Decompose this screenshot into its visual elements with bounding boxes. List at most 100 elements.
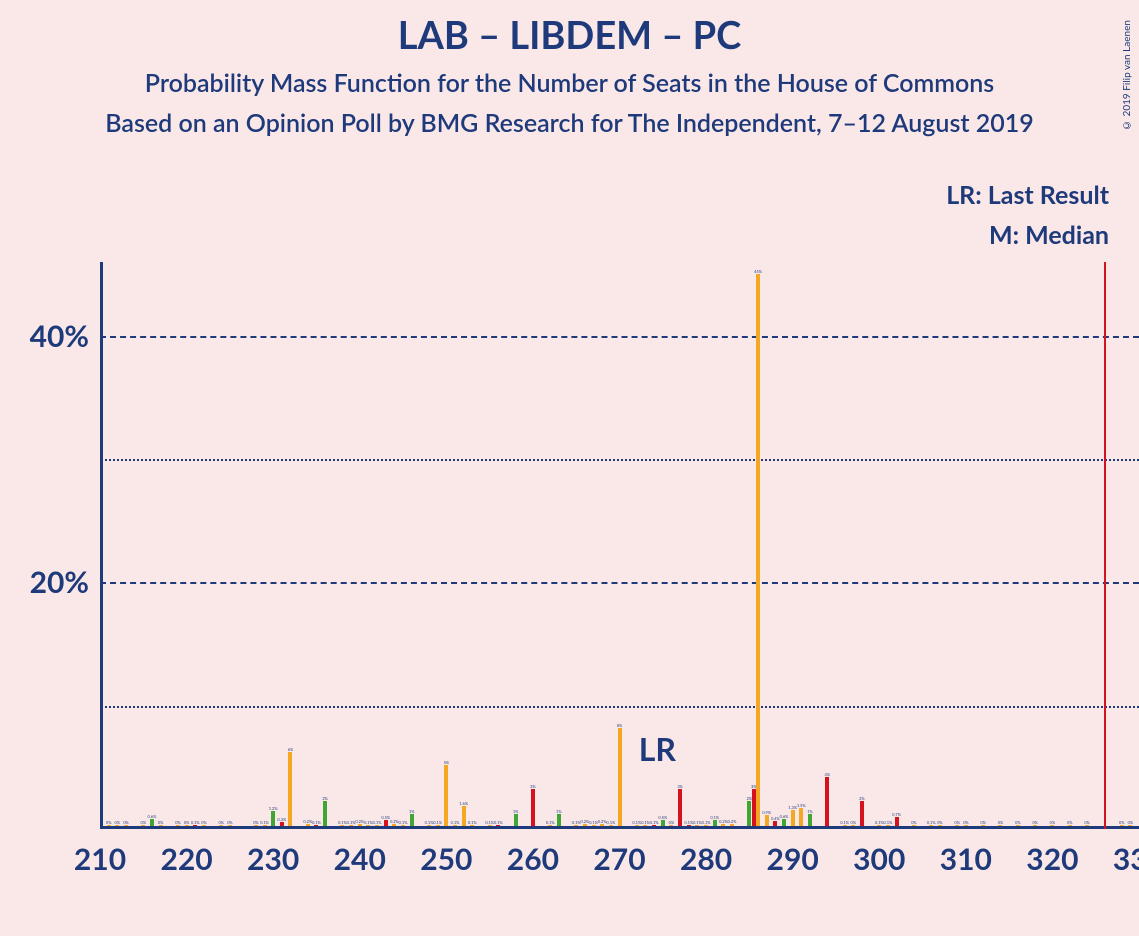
pmf-bar: 0.5% <box>384 820 388 826</box>
bar-value-label: 1.6% <box>459 801 468 806</box>
pmf-bar: 0% <box>124 825 128 826</box>
bar-value-label: 0.1% <box>632 820 641 825</box>
pmf-bar: 1% <box>808 814 812 826</box>
bar-value-label: 0.1% <box>347 820 356 825</box>
bar-value-label: 0% <box>106 820 112 825</box>
pmf-bar: 6% <box>288 752 292 826</box>
pmf-bar: 0.1% <box>375 825 379 826</box>
pmf-bar: 0.1% <box>643 825 647 826</box>
pmf-bar: 1% <box>557 814 561 826</box>
bar-value-label: 0.1% <box>373 820 382 825</box>
pmf-bar: 0% <box>669 825 673 826</box>
bar-value-label: 0.1% <box>589 820 598 825</box>
pmf-bar: 0% <box>219 825 223 826</box>
median-line <box>1104 262 1106 829</box>
x-axis <box>100 826 1139 829</box>
bar-value-label: 0% <box>1084 820 1090 825</box>
x-tick-label: 240 <box>334 841 386 877</box>
bar-value-label: 0.4% <box>771 816 780 821</box>
x-tick-label: 280 <box>680 841 732 877</box>
bar-value-label: 0% <box>253 820 259 825</box>
x-tick-label: 290 <box>767 841 819 877</box>
pmf-bar: 0.2% <box>721 824 725 826</box>
bar-value-label: 0% <box>954 820 960 825</box>
pmf-bar: 0% <box>1050 825 1054 826</box>
bar-value-label: 0% <box>1119 820 1125 825</box>
pmf-bar: 3% <box>531 789 535 826</box>
bar-value-label: 1.2% <box>269 806 278 811</box>
pmf-bar: 0.9% <box>765 815 769 826</box>
bar-value-label: 0.2% <box>580 819 589 824</box>
bar-value-label: 0% <box>963 820 969 825</box>
bar-value-label: 0.2% <box>719 819 728 824</box>
bar-value-label: 1% <box>409 809 415 814</box>
bar-value-label: 4% <box>825 772 831 777</box>
bar-value-label: 0% <box>227 820 233 825</box>
bar-value-label: 0.2% <box>390 819 399 824</box>
bar-value-label: 1.5% <box>797 803 806 808</box>
pmf-bar: 0% <box>1120 825 1124 826</box>
pmf-bar: 0% <box>159 825 163 826</box>
bar-value-label: 0.9% <box>762 810 771 815</box>
pmf-bar: 0.1% <box>366 825 370 826</box>
bar-value-label: 0.1% <box>399 820 408 825</box>
pmf-bar: 1% <box>410 814 414 826</box>
bar-value-label: 0% <box>911 820 917 825</box>
bar-value-label: 0.1% <box>875 820 884 825</box>
x-tick-label: 330 <box>1113 841 1139 877</box>
bar-value-label: 0.1% <box>927 820 936 825</box>
bar-value-label: 0% <box>184 820 190 825</box>
chart-subtitle-1: Probability Mass Function for the Number… <box>0 68 1139 98</box>
pmf-bar: 0% <box>185 825 189 826</box>
gridline-minor <box>100 706 1139 708</box>
pmf-bar: 0.1% <box>453 825 457 826</box>
pmf-bar: 0.1% <box>877 825 881 826</box>
bar-value-label: 3% <box>530 784 536 789</box>
bar-value-label: 5% <box>444 760 450 765</box>
pmf-bar: 1.6% <box>462 806 466 826</box>
pmf-bar: 0.1% <box>695 825 699 826</box>
pmf-bar: 0% <box>912 825 916 826</box>
bar-value-label: 0.1% <box>494 820 503 825</box>
bar-value-label: 0% <box>123 820 129 825</box>
bar-value-label: 0.7% <box>892 812 901 817</box>
bar-value-label: 0.1% <box>641 820 650 825</box>
pmf-bar: 0.1% <box>592 825 596 826</box>
gridline-minor <box>100 459 1139 461</box>
bar-value-label: 0.1% <box>702 820 711 825</box>
pmf-bar: 0.4% <box>773 821 777 826</box>
pmf-bar: 0.1% <box>496 825 500 826</box>
pmf-bar: 0.7% <box>895 817 899 826</box>
pmf-bar: 0.1% <box>193 825 197 826</box>
bar-value-label: 0.1% <box>840 820 849 825</box>
pmf-bar: 0% <box>938 825 942 826</box>
bar-value-label: 0% <box>1067 820 1073 825</box>
pmf-bar: 0.1% <box>929 825 933 826</box>
pmf-bar: 0.1% <box>886 825 890 826</box>
gridline-major <box>100 582 1139 584</box>
x-tick-label: 260 <box>507 841 559 877</box>
pmf-bar: 0.5% <box>661 820 665 826</box>
x-tick-label: 220 <box>160 841 212 877</box>
bar-value-label: 0% <box>669 820 675 825</box>
pmf-bar: 0% <box>955 825 959 826</box>
bar-value-label: 0.1% <box>572 820 581 825</box>
pmf-bar: 5% <box>444 765 448 826</box>
pmf-bar: 0.1% <box>401 825 405 826</box>
pmf-bar: 0.1% <box>635 825 639 826</box>
pmf-bar: 0.2% <box>306 824 310 826</box>
x-tick-label: 320 <box>1026 841 1078 877</box>
pmf-bar: 0% <box>141 825 145 826</box>
bar-value-label: 0.1% <box>425 820 434 825</box>
pmf-bar: 0.1% <box>704 825 708 826</box>
x-tick-label: 310 <box>940 841 992 877</box>
pmf-bar: 0% <box>254 825 258 826</box>
bar-value-label: 0% <box>980 820 986 825</box>
bar-value-label: 2% <box>322 796 328 801</box>
pmf-bar: 0.1% <box>436 825 440 826</box>
bar-value-label: 0.1% <box>451 820 460 825</box>
bar-value-label: 0% <box>158 820 164 825</box>
bar-value-label: 0% <box>175 820 181 825</box>
pmf-bar: 1.3% <box>791 810 795 826</box>
bar-value-label: 0% <box>851 820 857 825</box>
